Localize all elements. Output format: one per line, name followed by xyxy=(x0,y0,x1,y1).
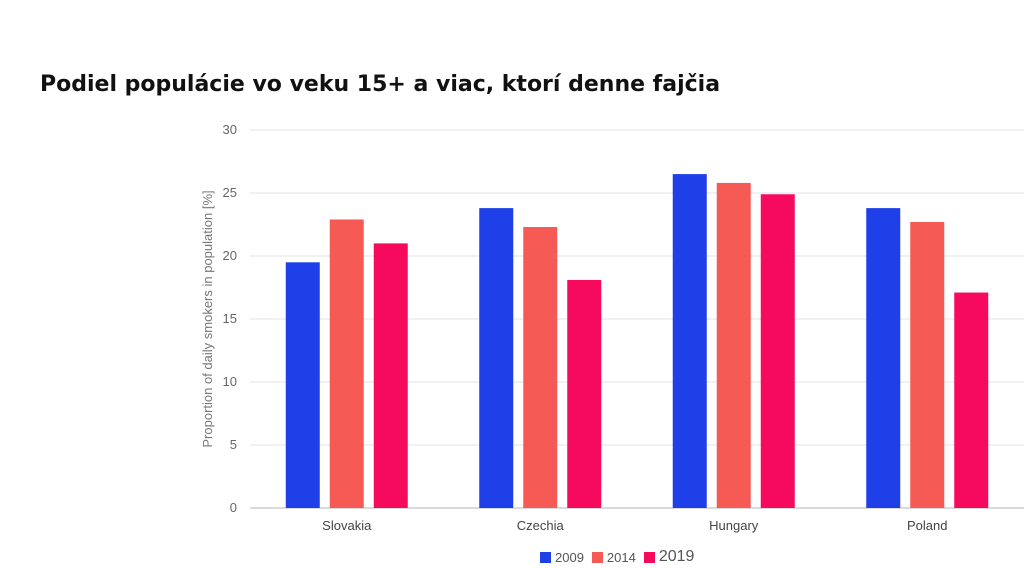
chart-title: Podiel populácie vo veku 15+ a viac, kto… xyxy=(40,72,721,97)
legend-label-2009: 2009 xyxy=(555,549,584,565)
legend-swatch-2009 xyxy=(540,551,551,563)
x-tick-label: Poland xyxy=(907,518,947,533)
bar-poland-2014 xyxy=(910,221,945,509)
bar-slovakia-2009 xyxy=(285,262,320,508)
legend-item-2014: 2014 xyxy=(591,549,636,565)
bar-poland-2019 xyxy=(954,292,989,508)
y-tick-label: 10 xyxy=(223,374,237,389)
legend-item-2009: 2009 xyxy=(540,550,584,565)
legend-item-2019: 2019 xyxy=(643,548,695,566)
bar-czechia-2014 xyxy=(523,227,558,508)
x-tick-label: Hungary xyxy=(709,518,759,533)
legend-label-2014: 2014 xyxy=(606,549,636,565)
y-axis-label: Proportion of daily smokers in populatio… xyxy=(200,190,215,447)
y-tick-label: 5 xyxy=(230,437,237,452)
legend-swatch-2014 xyxy=(591,551,603,563)
x-tick-label: Slovakia xyxy=(322,518,372,533)
bar-hungary-2019 xyxy=(760,194,795,508)
y-tick-label: 25 xyxy=(223,185,237,200)
bar-poland-2009 xyxy=(866,208,901,508)
bar-slovakia-2014 xyxy=(329,219,364,508)
y-tick-label: 15 xyxy=(223,311,237,326)
y-tick-label: 30 xyxy=(223,122,237,137)
bar-czechia-2009 xyxy=(479,208,514,508)
bar-hungary-2009 xyxy=(672,174,707,508)
legend-label-2019: 2019 xyxy=(658,548,695,565)
y-tick-label: 0 xyxy=(230,500,237,515)
y-tick-label: 20 xyxy=(223,248,237,263)
bar-hungary-2014 xyxy=(716,182,751,509)
x-tick-label: Czechia xyxy=(517,518,565,533)
bar-czechia-2019 xyxy=(567,279,602,508)
legend-swatch-2019 xyxy=(643,551,655,563)
legend: 2009 2014 2019 xyxy=(540,548,694,566)
bar-slovakia-2019 xyxy=(373,243,408,508)
